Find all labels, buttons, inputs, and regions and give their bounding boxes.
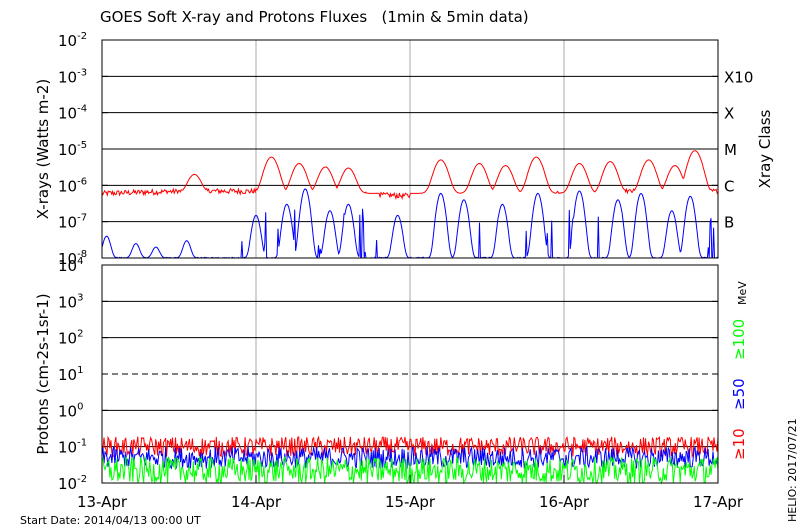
y-tick-label: 104 [58,256,83,275]
y-tick-label: 103 [58,292,83,311]
proton-series-legend: ≥10 [730,428,748,460]
xray-class-label: X [724,105,734,123]
xray-y-axis-label: X-rays (Watts m-2) [34,79,52,219]
y-tick-label: 102 [58,329,83,348]
proton-y-axis-label: Protons (cm-2s-1sr-1) [34,293,52,454]
xray-panel: 10-2 10-3 10-4 10-5 10-6 10-7 10-8 X-rays (Watt… [34,31,774,268]
xray-class-label: C [724,177,734,195]
xray-frame [101,39,719,259]
proton-series-line [101,435,719,459]
y-tick-label: 100 [58,401,83,420]
y-tick-label: 101 [58,365,83,384]
xray-class-label: M [724,141,737,159]
y-tick-label: 10-8 [58,249,87,268]
xray-long-series [101,150,719,201]
xray-class-axis-label: Xray Class [756,109,774,188]
proton-series-legend: ≥100 [730,319,748,360]
start-date: Start Date: 2014/04/13 00:00 UT [20,514,201,527]
y-tick-label: 10-7 [58,213,87,232]
proton-panel: 104 103 102 101 100 10-1 10-2 Protons (cm-2s-1s… [34,256,749,493]
y-tick-label: 10-5 [58,140,87,159]
y-tick-label: 10-3 [58,67,87,86]
energy-unit-label: MeV [736,281,749,305]
x-tick-label: 15-Apr [385,493,436,511]
x-tick-label: 13-Apr [77,493,128,511]
x-axis: 13-Apr 14-Apr 15-Apr 16-Apr 17-Apr [77,475,744,511]
chart-title: GOES Soft X-ray and Protons Fluxes (1min… [100,8,529,26]
x-tick-label: 14-Apr [231,493,282,511]
xray-class-label: X10 [724,68,753,86]
y-tick-label: 10-4 [58,104,87,123]
y-tick-label: 10-6 [58,176,87,195]
y-tick-label: 10-2 [58,474,87,493]
x-tick-label: 16-Apr [539,493,590,511]
proton-series-legend: ≥50 [730,378,748,410]
y-tick-label: 10-2 [58,31,87,50]
y-tick-label: 10-1 [58,438,87,457]
xray-class-label: B [724,214,734,232]
helio-stamp: HELIO: 2017/07/21 [786,418,799,522]
x-tick-label: 17-Apr [693,493,744,511]
proton-series-line [101,455,719,485]
